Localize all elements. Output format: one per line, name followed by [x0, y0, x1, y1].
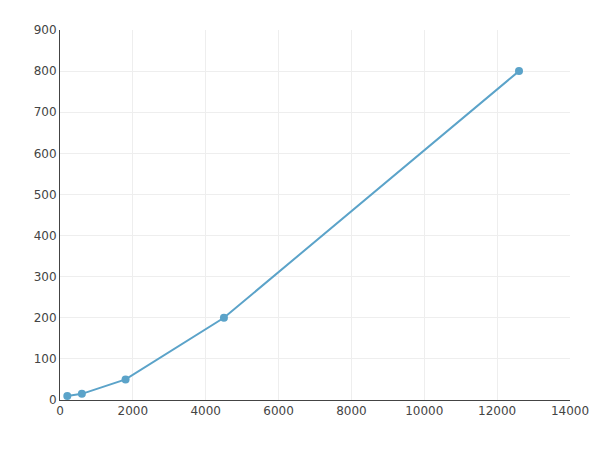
svg-text:900: 900	[34, 23, 57, 37]
svg-text:300: 300	[34, 270, 57, 284]
svg-text:4000: 4000	[190, 404, 221, 418]
svg-text:6000: 6000	[263, 404, 294, 418]
svg-text:500: 500	[34, 188, 57, 202]
svg-text:400: 400	[34, 229, 57, 243]
svg-text:8000: 8000	[336, 404, 367, 418]
svg-text:2000: 2000	[118, 404, 149, 418]
svg-text:0: 0	[56, 404, 64, 418]
svg-text:200: 200	[34, 311, 57, 325]
svg-text:800: 800	[34, 64, 57, 78]
svg-text:10000: 10000	[405, 404, 443, 418]
svg-text:12000: 12000	[478, 404, 516, 418]
svg-text:600: 600	[34, 147, 57, 161]
svg-text:700: 700	[34, 105, 57, 119]
svg-text:100: 100	[34, 352, 57, 366]
svg-text:14000: 14000	[551, 404, 589, 418]
svg-text:0: 0	[49, 393, 57, 407]
